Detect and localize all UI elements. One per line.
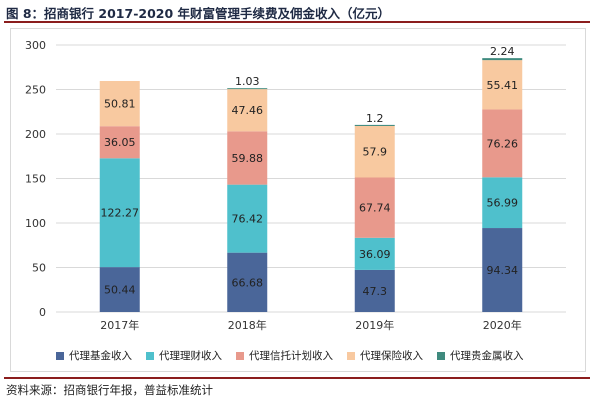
data-label: 2.24: [490, 45, 515, 58]
chart-frame: [10, 28, 586, 372]
bar-segment: [99, 126, 140, 159]
bar-segment: [354, 124, 395, 126]
bar-segment: [354, 177, 395, 238]
bar-segment: [354, 237, 395, 270]
legend-item: 代理贵金属收入: [437, 348, 524, 363]
data-label: 66.68: [232, 276, 264, 289]
data-label: 55.41: [487, 79, 519, 92]
bar-segment: [227, 252, 268, 312]
bar-segment: [227, 88, 268, 90]
figure-title: 图 8：招商银行 2017-2020 年财富管理手续费及佣金收入（亿元）: [6, 6, 391, 21]
data-label: 47.3: [363, 285, 388, 298]
bar-segment: [99, 158, 140, 268]
x-tick-label: 2018年: [228, 318, 267, 332]
legend-item: 代理理财收入: [146, 348, 222, 363]
legend-item: 代理基金收入: [56, 348, 132, 363]
data-label: 47.46: [232, 104, 264, 117]
data-label: 56.99: [487, 197, 519, 210]
bar-segment: [99, 267, 140, 312]
data-label: 94.34: [487, 264, 519, 277]
data-label: 57.9: [363, 146, 388, 159]
data-label: 50.44: [104, 284, 136, 297]
bar-segment: [482, 109, 523, 178]
bar-segment: [227, 184, 268, 253]
y-tick-label: 300: [25, 39, 46, 52]
legend-item: 代理保险收入: [347, 348, 423, 363]
y-tick-label: 250: [25, 84, 46, 97]
chart-legend: 代理基金收入 代理理财收入 代理信托计划收入 代理保险收入 代理贵金属收入: [56, 348, 524, 363]
y-tick-label: 200: [25, 128, 46, 141]
legend-item: 代理信托计划收入: [236, 348, 333, 363]
data-label: 36.05: [104, 136, 136, 149]
legend-label: 代理信托计划收入: [249, 350, 333, 362]
legend-swatch: [347, 351, 355, 360]
y-tick-label: 50: [32, 262, 46, 275]
data-label: 1.2: [366, 112, 384, 125]
bar-segment: [482, 228, 523, 312]
y-tick-label: 150: [25, 173, 46, 186]
source-divider: [4, 377, 590, 379]
bar-segment: [227, 89, 268, 132]
x-tick-label: 2017年: [100, 318, 139, 332]
bar-segment: [482, 177, 523, 229]
bar-segment: [354, 125, 395, 178]
bar-segment: [482, 60, 523, 110]
bar-segment: [227, 131, 268, 185]
y-tick-label: 100: [25, 217, 46, 230]
data-label: 67.74: [359, 202, 391, 215]
legend-swatch: [146, 351, 154, 360]
legend-label: 代理保险收入: [360, 350, 423, 362]
bar-segment: [354, 269, 395, 312]
legend-swatch: [56, 351, 64, 360]
legend-swatch: [437, 351, 445, 360]
data-label: 76.42: [232, 213, 264, 226]
data-label: 36.09: [359, 248, 391, 261]
data-label: 122.27: [101, 207, 140, 220]
data-label: 1.03: [235, 75, 260, 88]
legend-label: 代理理财收入: [159, 350, 222, 362]
legend-label: 代理基金收入: [69, 350, 132, 362]
legend-label: 代理贵金属收入: [450, 350, 524, 362]
data-label: 59.88: [232, 152, 264, 165]
x-tick-label: 2020年: [483, 318, 522, 332]
bar-segment: [99, 80, 140, 127]
data-label: 50.81: [104, 98, 136, 111]
bar-segment: [482, 58, 523, 61]
title-divider: [4, 21, 590, 23]
y-tick-label: 0: [39, 306, 46, 319]
x-tick-label: 2019年: [355, 318, 394, 332]
data-label: 76.26: [487, 137, 519, 150]
source-note: 资料来源：招商银行年报，普益标准统计: [6, 383, 213, 397]
legend-swatch: [236, 351, 244, 360]
